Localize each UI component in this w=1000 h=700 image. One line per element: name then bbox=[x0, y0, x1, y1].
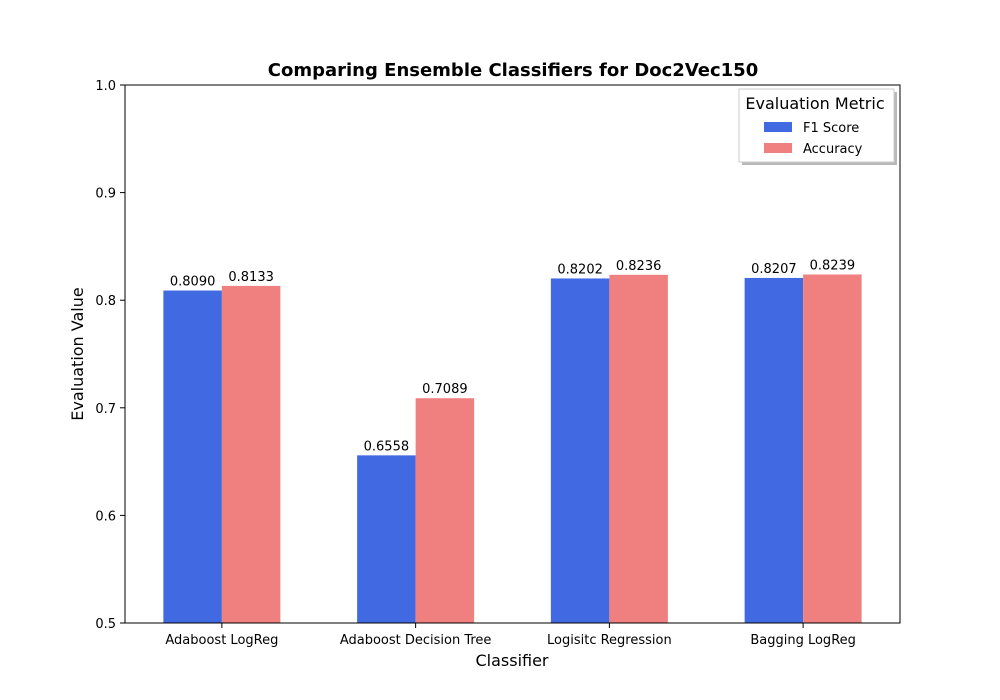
bar-f1-score-2 bbox=[550, 278, 610, 623]
x-tick-label: Adaboost LogReg bbox=[165, 633, 278, 648]
legend-label-accuracy: Accuracy bbox=[803, 142, 863, 157]
y-tick-label: 0.5 bbox=[95, 617, 116, 632]
bar-f1-score-0 bbox=[163, 290, 222, 623]
y-tick-label: 0.6 bbox=[95, 509, 116, 524]
bar-label-accuracy-2: 0.8236 bbox=[616, 259, 662, 274]
x-tick-label: Adaboost Decision Tree bbox=[340, 633, 492, 648]
bar-label-f1-score-2: 0.8202 bbox=[557, 262, 603, 277]
bars bbox=[163, 274, 862, 623]
bar-accuracy-2 bbox=[609, 274, 668, 623]
bar-label-accuracy-3: 0.8239 bbox=[810, 258, 856, 273]
x-tick-label: Logisitc Regression bbox=[547, 633, 672, 648]
y-axis: 0.5 0.6 0.7 0.8 0.9 1.0 bbox=[95, 79, 125, 632]
bar-f1-score-3 bbox=[744, 277, 804, 623]
bar-label-f1-score-1: 0.6558 bbox=[364, 439, 410, 454]
legend-title: Evaluation Metric bbox=[745, 94, 884, 113]
legend-swatch-accuracy bbox=[764, 143, 792, 153]
y-axis-label: Evaluation Value bbox=[68, 287, 87, 420]
y-tick-label: 0.8 bbox=[95, 294, 116, 309]
y-tick-label: 1.0 bbox=[95, 79, 116, 94]
bar-accuracy-0 bbox=[221, 285, 281, 623]
bar-label-accuracy-1: 0.7089 bbox=[422, 382, 468, 397]
bar-label-f1-score-0: 0.8090 bbox=[170, 275, 216, 290]
bar-label-f1-score-3: 0.8207 bbox=[751, 262, 797, 277]
x-axis: Adaboost LogReg Adaboost Decision Tree Log… bbox=[165, 623, 856, 648]
y-tick-label: 0.9 bbox=[95, 187, 116, 202]
bar-f1-score-1 bbox=[357, 455, 416, 623]
chart-title: Comparing Ensemble Classifiers for Doc2V… bbox=[268, 60, 758, 81]
plot-area: 0.8090 0.8133 0.6558 0.7089 0.8202 0.8236 0.82… bbox=[124, 84, 901, 624]
y-tick-label: 0.7 bbox=[95, 402, 116, 417]
legend: Evaluation Metric F1 Score Accuracy bbox=[738, 88, 897, 165]
plot-frame bbox=[124, 84, 901, 624]
x-tick-label: Bagging LogReg bbox=[750, 633, 856, 648]
x-axis-label: Classifier bbox=[475, 651, 548, 670]
legend-swatch-f1-score bbox=[764, 122, 792, 132]
bar-labels: 0.8090 0.8133 0.6558 0.7089 0.8202 0.8236 0.82… bbox=[170, 258, 855, 454]
legend-label-f1-score: F1 Score bbox=[803, 121, 859, 136]
bar-accuracy-3 bbox=[803, 274, 862, 623]
bar-accuracy-1 bbox=[415, 398, 475, 623]
bar-label-accuracy-0: 0.8133 bbox=[228, 270, 274, 285]
